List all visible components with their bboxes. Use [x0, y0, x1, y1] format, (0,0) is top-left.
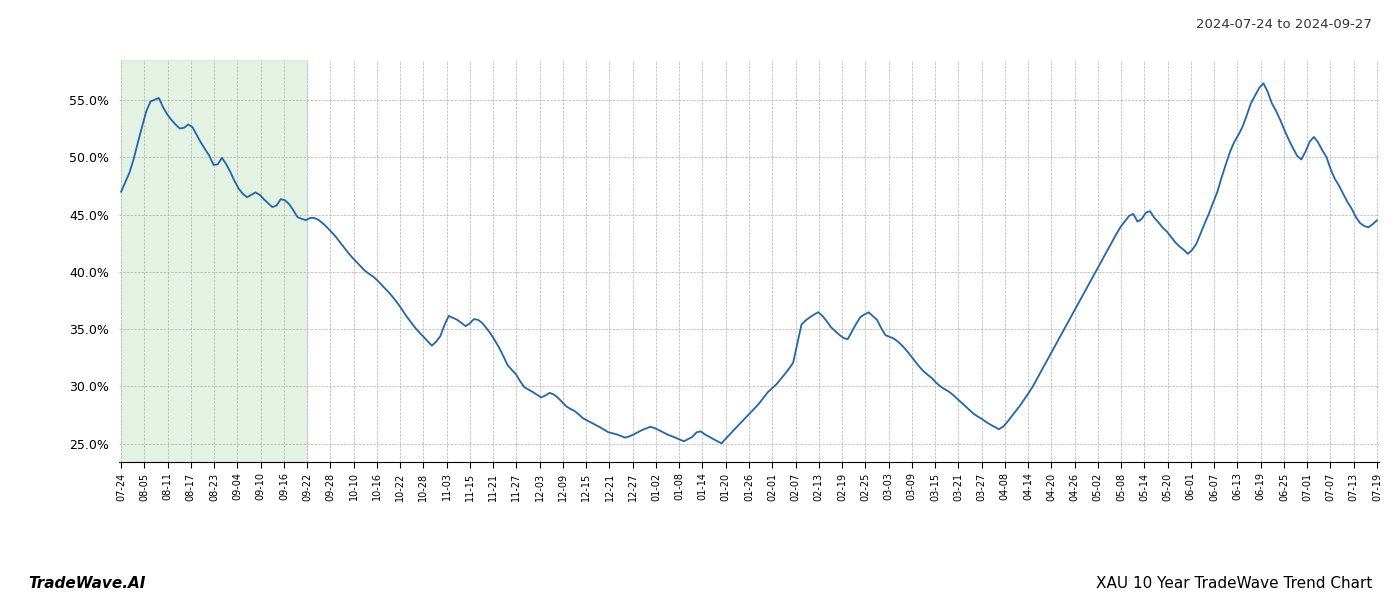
Bar	[122, 60, 307, 462]
Text: 2024-07-24 to 2024-09-27: 2024-07-24 to 2024-09-27	[1196, 18, 1372, 31]
Text: XAU 10 Year TradeWave Trend Chart: XAU 10 Year TradeWave Trend Chart	[1096, 576, 1372, 591]
Text: TradeWave.AI: TradeWave.AI	[28, 576, 146, 591]
